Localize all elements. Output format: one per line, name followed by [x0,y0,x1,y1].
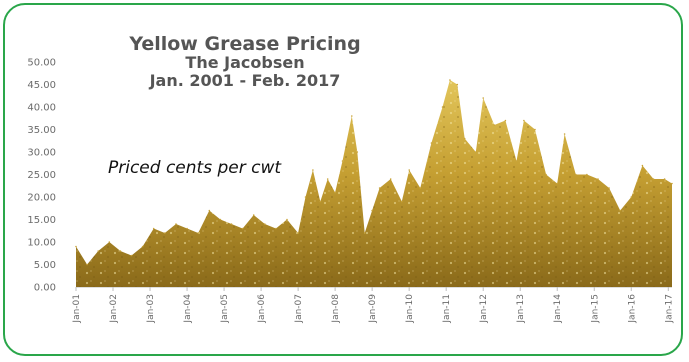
x-tick-label: Jan-09 [368,294,378,324]
y-tick-label: 40.00 [27,103,56,114]
data-point [482,97,485,99]
data-point [586,173,588,176]
y-tick-label: 10.00 [27,238,56,249]
data-point [363,232,366,234]
data-point [378,187,381,189]
data-point [186,227,188,230]
x-tick-label: Jan-17 [664,294,674,324]
data-point [341,160,344,162]
y-tick-label: 45.00 [27,80,56,91]
data-point [619,209,621,212]
data-point [419,187,422,189]
data-point [430,142,433,144]
data-point [630,196,633,198]
data-point [252,214,255,216]
x-tick-label: Jan-04 [183,294,193,324]
data-point [401,200,403,203]
data-point [597,178,599,180]
x-tick-label: Jan-01 [72,294,82,324]
y-tick-label: 15.00 [27,215,56,226]
x-tick-label: Jan-12 [479,294,489,324]
data-point [208,209,211,212]
y-tick-label: 30.00 [27,148,56,159]
data-point [275,227,277,230]
x-tick-label: Jan-06 [257,294,267,324]
data-point [556,182,558,185]
y-tick-label: 25.00 [27,170,56,181]
data-point [575,173,577,176]
data-point [351,115,353,117]
data-point [164,232,166,234]
y-tick-label: 0.00 [34,283,56,294]
y-axis: 0.00 5.00 10.00 15.00 20.00 25.00 30.00 35.00 40… [27,58,56,294]
units-annotation: Priced cents per cwt [108,158,282,178]
data-point [563,133,566,135]
data-point [389,178,392,180]
data-point [304,196,307,198]
x-tick-label: Jan-13 [516,294,526,324]
data-point [652,178,655,180]
x-tick-label: Jan-05 [220,294,230,324]
x-tick-label: Jan-16 [627,294,637,324]
data-point [356,151,359,153]
x-tick-label: Jan-14 [553,294,563,324]
x-tick-label: Jan-11 [442,294,452,324]
x-axis: Jan-01 Jan-02 Jan-03 Jan-04 Jan-05 Jan-06 Jan-… [72,286,674,324]
chart-subtitle-range: Jan. 2001 - Feb. 2017 [149,71,341,90]
data-point [523,119,525,122]
x-tick-label: Jan-02 [109,294,119,324]
data-point [493,124,496,126]
data-point [334,191,336,194]
data-point [108,241,111,243]
data-point [463,137,466,140]
data-point [408,169,411,171]
chart-title-block: Yellow Grease Pricing The Jacobsen Jan. … [90,34,400,90]
data-point [319,200,322,203]
series-layer [75,79,673,287]
data-point [175,223,177,225]
series-area-texture [76,80,672,287]
data-point [297,232,299,234]
data-point [456,83,459,86]
data-point [152,227,155,230]
data-point [663,178,666,180]
data-point [119,250,122,252]
data-point [130,254,133,257]
data-point [641,164,644,167]
data-point [545,173,547,176]
data-point [371,209,373,212]
chart-subtitle-source: The Jacobsen [185,53,305,72]
x-tick-label: Jan-10 [405,294,415,324]
data-point [312,169,314,171]
y-tick-label: 35.00 [27,125,56,136]
x-tick-label: Jan-03 [146,294,156,324]
y-tick-label: 5.00 [34,260,56,271]
data-point [197,232,199,234]
data-point [241,227,244,230]
data-point [515,160,518,162]
data-point [475,151,477,153]
data-point [286,218,288,221]
data-point [671,182,673,185]
data-point [264,223,266,225]
y-tick-label: 50.00 [27,58,56,69]
chart-title: Yellow Grease Pricing [129,33,361,55]
y-tick-label: 20.00 [27,193,56,204]
data-point [504,119,507,122]
x-tick-label: Jan-08 [331,294,341,324]
data-point [75,245,77,248]
data-point [441,106,444,108]
data-point [608,187,610,189]
data-point [449,79,451,81]
data-point [219,218,222,221]
data-point [141,245,144,248]
data-point [230,223,233,225]
data-point [534,128,536,131]
data-point [86,263,88,266]
x-tick-label: Jan-07 [294,294,304,324]
data-point [326,178,329,180]
data-point [97,250,99,252]
x-tick-label: Jan-15 [590,294,600,324]
